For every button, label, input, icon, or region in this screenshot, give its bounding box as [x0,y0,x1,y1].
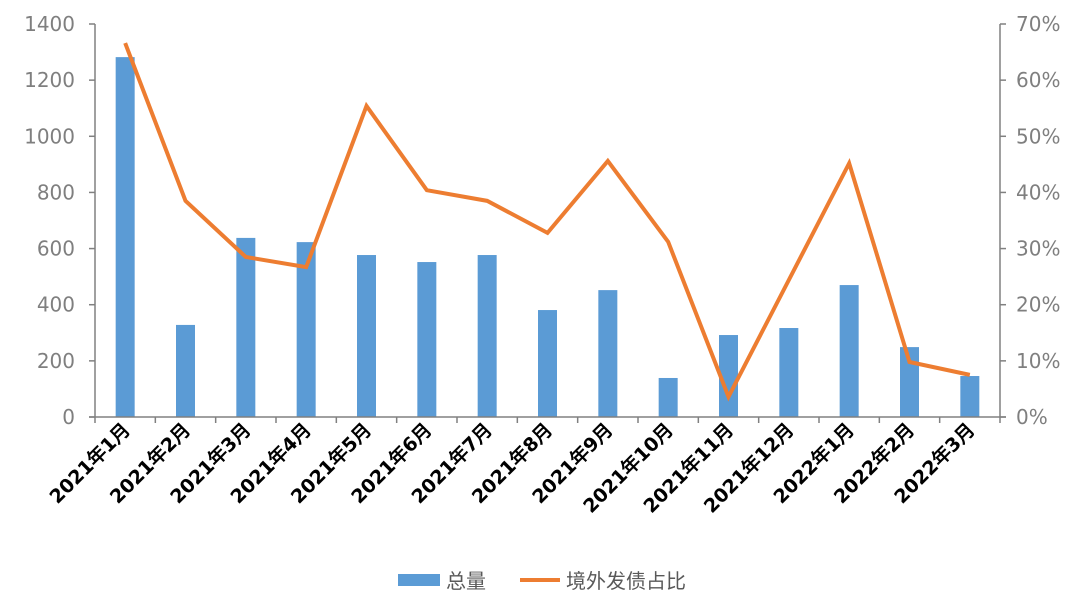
bar [538,310,557,417]
bar [598,290,617,417]
right-tick-label: 60% [1016,68,1060,92]
legend-swatch-bar [398,574,440,586]
left-tick-label: 1400 [24,12,75,36]
bar [357,255,376,417]
left-tick-label: 800 [37,180,75,204]
left-tick-label: 400 [37,293,75,317]
right-tick-label: 10% [1016,349,1060,373]
bar [659,378,678,417]
bar [176,325,195,417]
left-tick-label: 0 [62,405,75,429]
right-tick-label: 70% [1016,12,1060,36]
bar [478,255,497,417]
bar [840,285,859,417]
left-tick-label: 600 [37,237,75,261]
left-tick-label: 1000 [24,124,75,148]
bar [236,238,255,417]
bar [417,262,436,417]
left-tick-label: 200 [37,349,75,373]
right-tick-label: 30% [1016,237,1060,261]
right-tick-label: 50% [1016,124,1060,148]
right-tick-label: 40% [1016,180,1060,204]
bar [116,57,135,417]
legend-label-bar: 总量 [446,569,486,593]
bar [960,376,979,417]
bar [779,328,798,417]
legend-label-line: 境外发债占比 [566,569,686,593]
left-tick-label: 1200 [24,68,75,92]
right-tick-label: 0% [1016,405,1048,429]
right-tick-label: 20% [1016,293,1060,317]
